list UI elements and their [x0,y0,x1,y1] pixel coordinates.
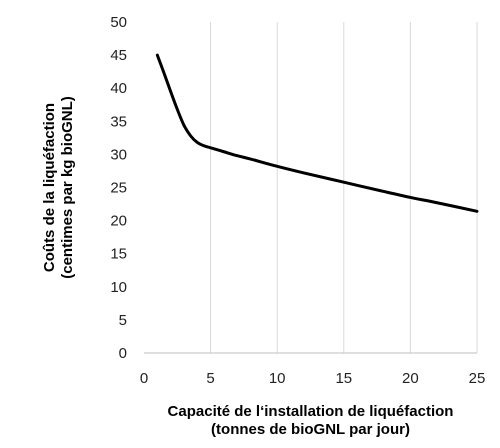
y-tick-label-10: 10 [110,279,127,296]
y-tick-label-0: 0 [119,345,127,362]
y-tick-label-25: 25 [110,180,127,197]
x-tick-label-20: 20 [402,370,419,387]
x-tick-label-10: 10 [269,370,286,387]
x-axis-title-line-2: (tonnes de bioGNL par jour) [211,421,410,438]
x-tick-labels: 0 5 10 15 20 25 [140,370,486,387]
x-axis-title-line-1: Capacité de l‘installation de liquéfacti… [168,403,454,420]
x-tick-label-15: 15 [335,370,352,387]
y-tick-label-35: 35 [110,113,127,130]
series-group [155,53,479,213]
y-tick-labels: 0 5 10 15 20 25 30 35 40 45 50 [110,14,127,362]
y-tick-label-50: 50 [110,14,127,31]
series-line-0 [155,53,479,213]
y-tick-label-5: 5 [119,312,127,329]
x-tick-label-5: 5 [206,370,214,387]
y-tick-label-30: 30 [110,146,127,163]
x-tick-label-0: 0 [140,370,148,387]
y-tick-label-20: 20 [110,213,127,230]
y-axis-title-line-1: Coûts de la liquéfaction [41,103,58,272]
y-tick-label-40: 40 [110,80,127,97]
y-axis-title-line-2: (centimes par kg bioGNL) [59,96,76,279]
y-tick-label-45: 45 [110,47,127,64]
grid-lines [210,22,478,353]
y-tick-label-15: 15 [110,246,127,263]
x-tick-label-25: 25 [469,370,486,387]
